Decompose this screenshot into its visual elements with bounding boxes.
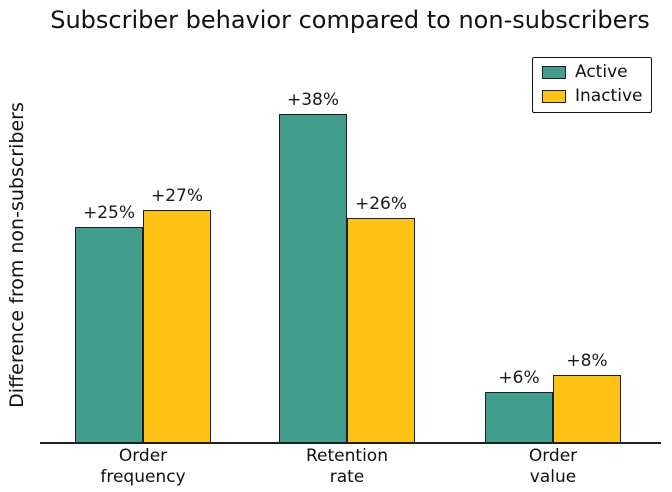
x-tick-label-order-frequency: Order frequency — [100, 446, 186, 487]
chart-title: Subscriber behavior compared to non-subs… — [50, 6, 650, 34]
legend-item-active: Active — [542, 62, 643, 83]
bar-value-label-inactive-retention-rate: +26% — [354, 194, 408, 214]
bar-value-label-active-order-value: +6% — [498, 368, 540, 388]
legend-label: Active — [575, 62, 628, 82]
legend-swatch-inactive — [542, 89, 566, 103]
bar-inactive-retention-rate — [347, 218, 415, 444]
bar-active-order-value — [485, 392, 553, 444]
x-tick-label-retention-rate: Retention rate — [306, 446, 388, 487]
legend-label: Inactive — [575, 85, 643, 106]
legend: Active Inactive — [532, 57, 652, 114]
bar-inactive-order-frequency — [143, 210, 211, 444]
bar-active-retention-rate — [279, 114, 347, 444]
bar-value-label-active-order-frequency: +25% — [82, 203, 136, 223]
x-tick-label-order-value: Order value — [528, 446, 578, 487]
bar-value-label-inactive-order-value: +8% — [566, 351, 608, 371]
legend-swatch-active — [542, 66, 566, 80]
bar-active-order-frequency — [75, 227, 143, 444]
x-axis-line — [40, 442, 661, 444]
bar-value-label-active-retention-rate: +38% — [286, 90, 340, 110]
bar-value-label-inactive-order-frequency: +27% — [150, 186, 204, 206]
legend-item-inactive: Inactive — [542, 85, 643, 107]
bar-inactive-order-value — [553, 375, 621, 444]
y-axis-label: Difference from non-subscribers — [6, 102, 28, 408]
